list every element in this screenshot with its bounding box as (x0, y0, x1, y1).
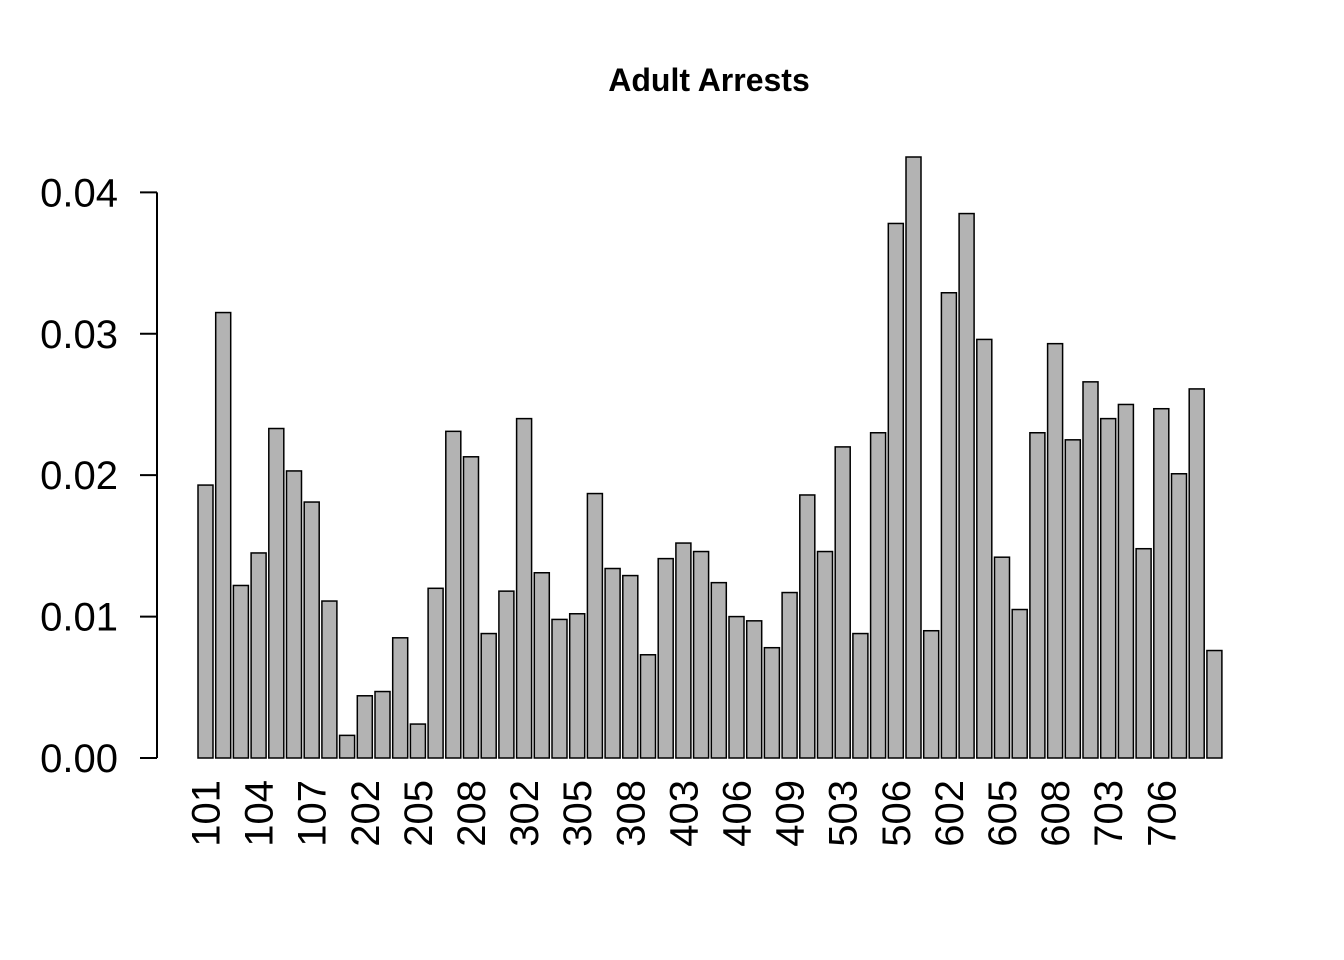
y-tick-label: 0.01 (40, 596, 118, 640)
bar (374, 690, 391, 759)
bar (887, 222, 905, 759)
bar (321, 600, 338, 759)
y-tick-label: 0.02 (40, 454, 118, 498)
bar (1188, 388, 1205, 759)
x-tick-label: 602 (928, 780, 972, 847)
x-tick-label: 104 (238, 780, 282, 847)
x-tick-label: 703 (1087, 780, 1131, 847)
bar (303, 501, 320, 759)
bar (1064, 439, 1082, 759)
bar (852, 632, 869, 759)
bar (622, 574, 639, 759)
bar (1206, 649, 1223, 759)
bar (338, 734, 356, 759)
x-tick-label: 706 (1140, 780, 1184, 847)
x-tick-label: 101 (185, 780, 229, 847)
bar (1099, 417, 1117, 759)
x-tick-label: 202 (344, 780, 388, 847)
bar (214, 311, 232, 759)
bar (515, 417, 533, 759)
bar (604, 567, 621, 759)
bar (657, 557, 674, 759)
y-tick-label: 0.03 (40, 313, 118, 357)
y-tick-label: 0.00 (40, 737, 118, 781)
x-tick-label: 305 (556, 780, 600, 847)
bar (993, 556, 1011, 759)
bar (1046, 342, 1064, 759)
bar (551, 618, 568, 759)
bar (1170, 473, 1188, 759)
bar (869, 432, 887, 759)
x-tick-label: 208 (450, 780, 494, 847)
bar (1117, 403, 1135, 759)
x-tick-label: 608 (1034, 780, 1078, 847)
x-tick-label: 605 (981, 780, 1025, 847)
bar (533, 572, 551, 759)
x-tick-label: 205 (397, 780, 441, 847)
bar (1082, 381, 1099, 759)
bar (958, 212, 975, 759)
bar (728, 615, 745, 759)
bar (250, 552, 267, 759)
bar (1153, 407, 1170, 759)
bar (834, 446, 851, 759)
bar (285, 470, 303, 759)
x-tick-label: 107 (291, 780, 335, 847)
bar (1011, 608, 1028, 759)
bar (816, 550, 834, 759)
bar (197, 484, 214, 759)
bar (763, 646, 781, 759)
bar (391, 637, 409, 759)
x-tick-label: 409 (769, 780, 813, 847)
bar (462, 456, 480, 759)
bar (427, 587, 444, 759)
bar (675, 542, 692, 759)
bar (1135, 547, 1152, 759)
bar (781, 591, 798, 759)
bar (568, 613, 586, 759)
bar (498, 590, 515, 759)
bar (940, 292, 958, 759)
x-tick-label: 403 (662, 780, 706, 847)
bar (480, 632, 497, 759)
bar (905, 156, 922, 759)
bar (268, 427, 285, 759)
bar (445, 430, 462, 759)
x-tick-label: 503 (822, 780, 866, 847)
bar (409, 723, 427, 759)
bar (232, 584, 250, 759)
bar (710, 581, 728, 759)
y-tick-label: 0.04 (40, 171, 118, 215)
bar (745, 620, 763, 759)
bar (799, 494, 816, 759)
bar (586, 492, 604, 759)
bar (1029, 432, 1046, 759)
x-tick-label: 506 (875, 780, 919, 847)
chart-title: Adult Arrests (608, 62, 810, 98)
bar (922, 629, 940, 759)
x-tick-label: 406 (716, 780, 760, 847)
bar (356, 695, 374, 759)
x-tick-label: 308 (609, 780, 653, 847)
bar (692, 550, 710, 759)
x-tick-label: 302 (503, 780, 547, 847)
bar (976, 338, 993, 759)
bar (639, 654, 657, 759)
